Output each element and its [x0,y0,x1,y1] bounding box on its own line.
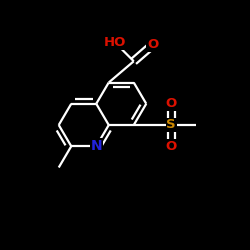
Text: S: S [166,118,176,132]
Text: O: O [166,97,177,110]
Text: N: N [90,139,102,153]
Text: O: O [166,140,177,153]
Text: HO: HO [104,36,126,49]
Text: O: O [147,38,158,52]
